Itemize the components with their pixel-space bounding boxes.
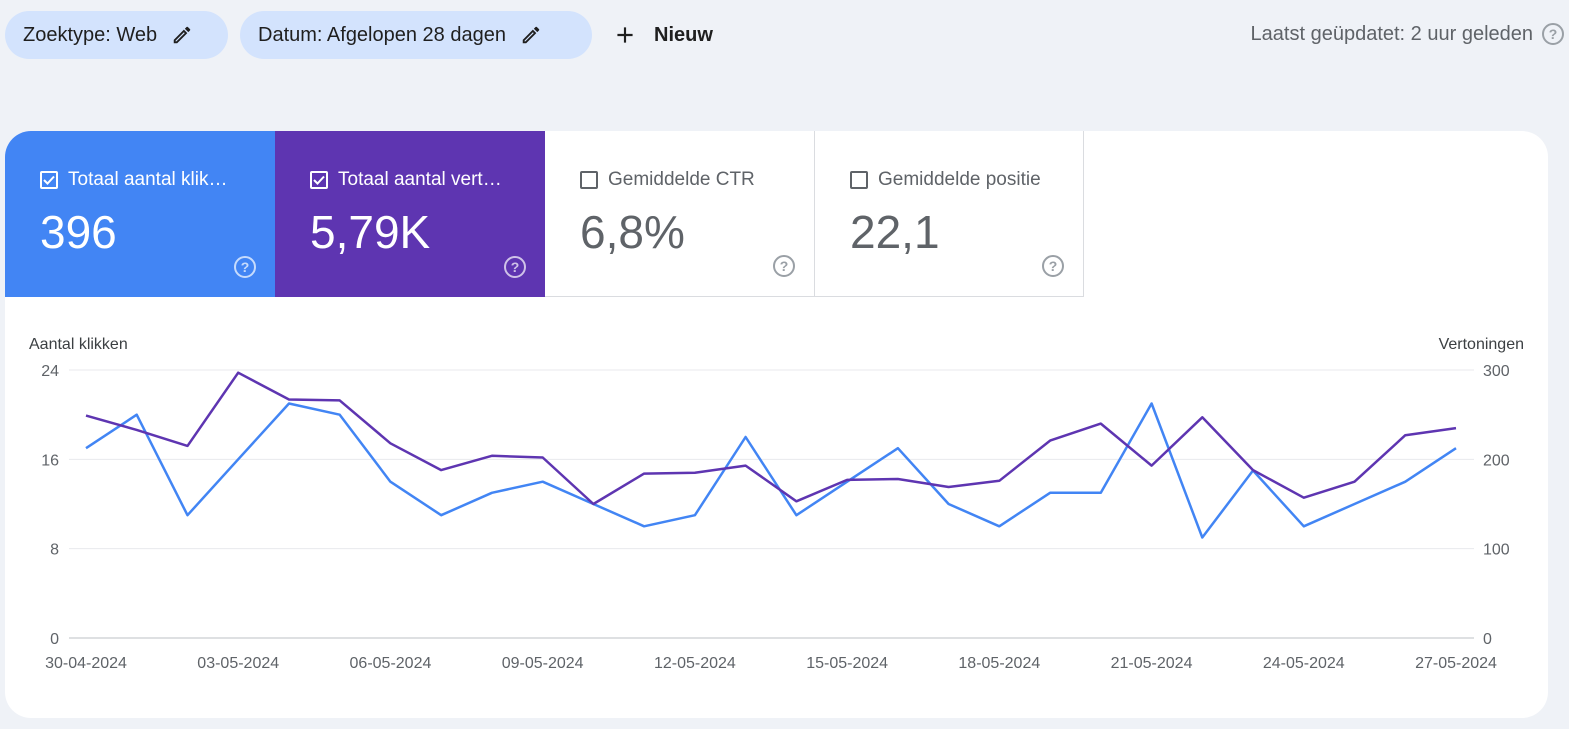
metric-label-text: Totaal aantal klik… <box>68 169 228 190</box>
new-filter-button[interactable]: Nieuw <box>612 11 713 59</box>
search-type-filter-label: Zoektype: Web <box>23 23 158 46</box>
checkbox-unchecked-icon[interactable] <box>580 171 598 189</box>
y-tick-left: 24 <box>41 363 59 380</box>
svg-text:?: ? <box>241 259 250 275</box>
metric-tile-impressions[interactable]: Totaal aantal vert… 5,79K ? <box>275 131 545 297</box>
x-tick-label: 21-05-2024 <box>1111 655 1193 672</box>
y-tick-left: 8 <box>50 542 59 559</box>
x-tick-label: 30-04-2024 <box>45 655 127 672</box>
svg-text:?: ? <box>511 259 520 275</box>
metric-tile-position[interactable]: Gemiddelde positie 22,1 ? <box>815 131 1084 297</box>
metric-label-position: Gemiddelde positie <box>850 169 1041 191</box>
metric-label-text: Totaal aantal vert… <box>338 169 502 190</box>
last-updated-text: Laatst geüpdatet: 2 uur geleden <box>1250 22 1533 45</box>
x-tick-label: 15-05-2024 <box>806 655 888 672</box>
y-tick-left: 16 <box>41 452 59 469</box>
edit-pencil-icon <box>522 26 540 44</box>
metric-label-clicks: Totaal aantal klik… <box>40 169 227 191</box>
new-filter-label: Nieuw <box>654 23 713 46</box>
y-axis-left-label: Aantal klikken <box>29 336 128 353</box>
y-tick-left: 0 <box>50 631 59 648</box>
metric-label-ctr: Gemiddelde CTR <box>580 169 755 191</box>
metric-label-text: Gemiddelde positie <box>878 169 1041 190</box>
svg-text:?: ? <box>1549 26 1558 42</box>
metric-tile-clicks[interactable]: Totaal aantal klik… 396 ? <box>5 131 275 297</box>
y-tick-right: 300 <box>1483 363 1510 380</box>
checkbox-checked-icon[interactable] <box>40 171 58 189</box>
metric-label-text: Gemiddelde CTR <box>608 169 755 190</box>
y-tick-right: 200 <box>1483 452 1510 469</box>
x-tick-label: 24-05-2024 <box>1263 655 1345 672</box>
performance-card: Totaal aantal klik… 396 ? Totaal aantal … <box>5 131 1548 718</box>
y-tick-right: 0 <box>1483 631 1492 648</box>
metric-tile-ctr[interactable]: Gemiddelde CTR 6,8% ? <box>545 131 815 297</box>
help-icon[interactable]: ? <box>1541 22 1565 46</box>
x-tick-label: 12-05-2024 <box>654 655 736 672</box>
svg-text:?: ? <box>1049 258 1058 274</box>
checkbox-unchecked-icon[interactable] <box>850 171 868 189</box>
y-tick-right: 100 <box>1483 542 1510 559</box>
search-type-filter-chip[interactable]: Zoektype: Web <box>5 11 228 59</box>
date-filter-label: Datum: Afgelopen 28 dagen <box>258 23 506 46</box>
help-icon[interactable]: ? <box>1041 254 1065 278</box>
x-tick-label: 18-05-2024 <box>958 655 1040 672</box>
clicks-series-line <box>85 402 1457 539</box>
last-updated-status: Laatst geüpdatet: 2 uur geleden ? <box>1251 22 1565 46</box>
x-tick-label: 03-05-2024 <box>197 655 279 672</box>
date-filter-chip[interactable]: Datum: Afgelopen 28 dagen <box>240 11 592 59</box>
x-tick-label: 06-05-2024 <box>350 655 432 672</box>
svg-text:?: ? <box>780 258 789 274</box>
y-axis-right-label: Vertoningen <box>1439 336 1524 353</box>
metric-value-impressions: 5,79K <box>310 206 431 258</box>
metric-label-impressions: Totaal aantal vert… <box>310 169 502 191</box>
checkbox-checked-icon[interactable] <box>310 171 328 189</box>
impressions-series-line <box>85 371 1457 506</box>
performance-line-chart: Aantal klikken Vertoningen 0 8 16 24 0 100 200… <box>29 336 1524 672</box>
help-icon[interactable]: ? <box>233 255 257 279</box>
edit-pencil-icon <box>173 26 191 44</box>
x-tick-label: 27-05-2024 <box>1415 655 1497 672</box>
metric-value-position: 22,1 <box>850 206 940 258</box>
metric-value-clicks: 396 <box>40 206 117 258</box>
metric-value-ctr: 6,8% <box>580 206 685 258</box>
x-tick-label: 09-05-2024 <box>502 655 584 672</box>
help-icon[interactable]: ? <box>503 255 527 279</box>
plus-icon <box>617 27 633 43</box>
help-icon[interactable]: ? <box>772 254 796 278</box>
